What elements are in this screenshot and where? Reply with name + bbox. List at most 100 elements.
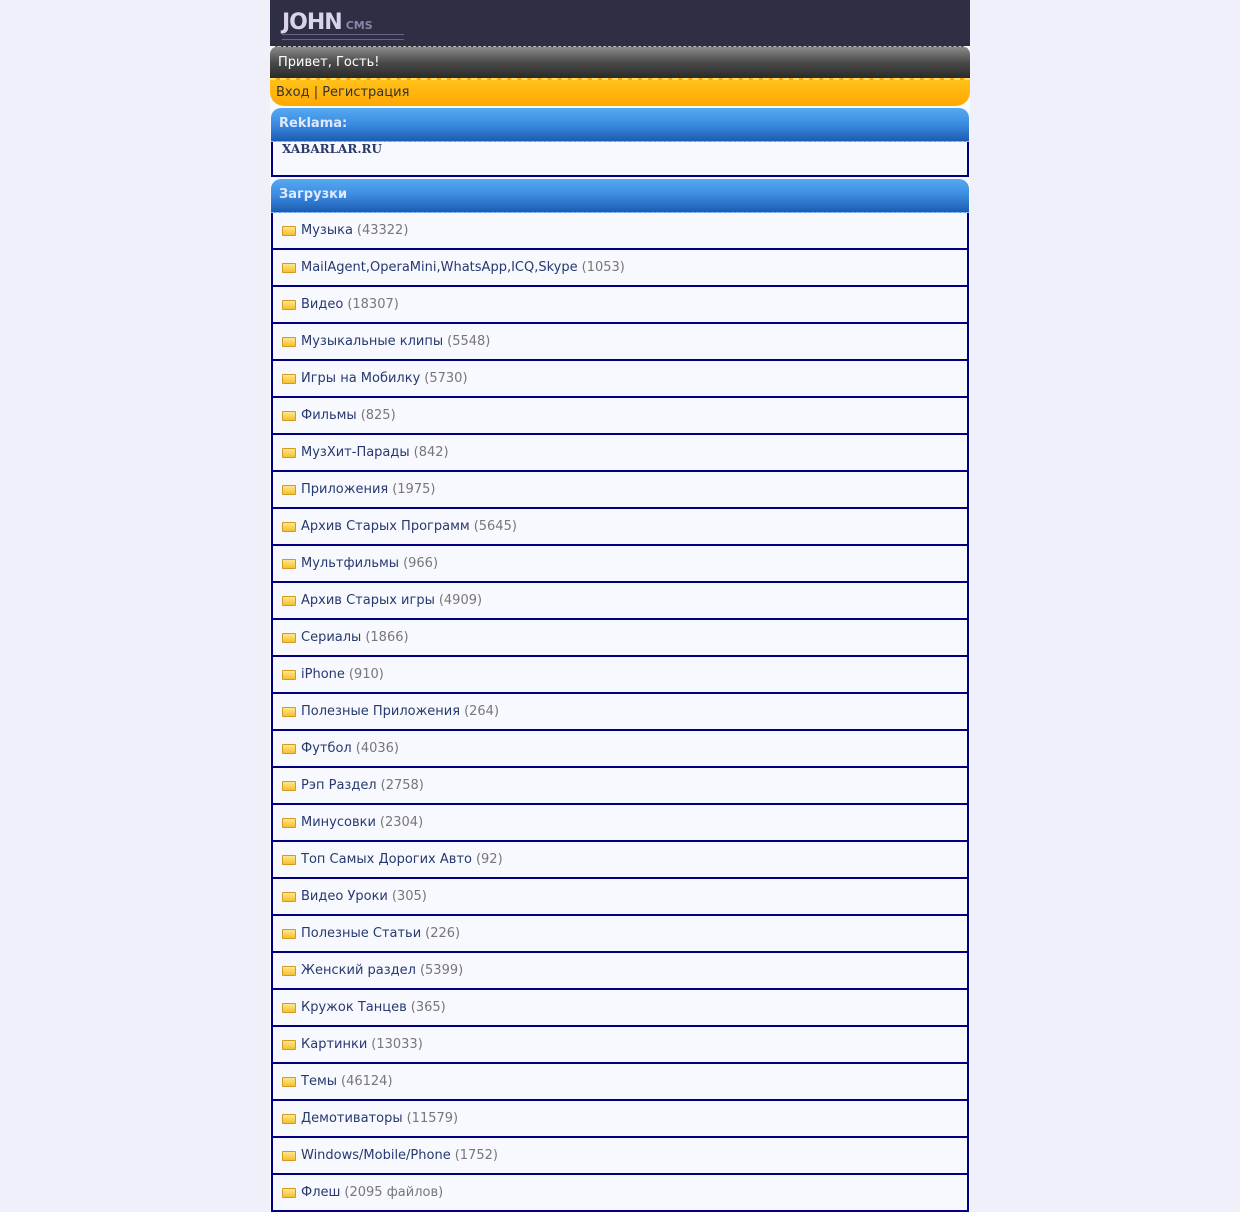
category-link[interactable]: Архив Старых игры: [301, 593, 435, 608]
category-link[interactable]: iPhone: [301, 667, 345, 682]
item-count: (92): [475, 852, 503, 867]
item-count: (264): [464, 704, 500, 719]
item-count: (966): [403, 556, 439, 571]
item-count: (5548): [447, 334, 491, 349]
category-link[interactable]: Фильмы: [301, 408, 357, 423]
page: JOHN CMS Привет, Гость! Вход | Регистраци…: [270, 0, 970, 1212]
category-link[interactable]: Windows/Mobile/Phone: [301, 1148, 451, 1163]
item-count: (910): [348, 667, 384, 682]
category-link[interactable]: Футбол: [301, 741, 352, 756]
list-item: Windows/Mobile/Phone (1752): [271, 1138, 969, 1175]
folder-icon: [282, 632, 296, 643]
category-link[interactable]: Картинки: [301, 1037, 368, 1052]
category-link[interactable]: Музыкальные клипы: [301, 334, 444, 349]
list-item: iPhone (910): [271, 657, 969, 694]
category-link[interactable]: МузХит-Парады: [301, 445, 410, 460]
category-link[interactable]: Рэп Раздел: [301, 778, 377, 793]
item-count: (305): [391, 889, 427, 904]
list-item: Минусовки (2304): [271, 805, 969, 842]
item-count: (1752): [454, 1148, 498, 1163]
folder-icon: [282, 373, 296, 384]
folder-icon: [282, 965, 296, 976]
category-link[interactable]: Полезные Приложения: [301, 704, 461, 719]
category-link[interactable]: Минусовки: [301, 815, 376, 830]
list-item: Женский раздел (5399): [271, 953, 969, 990]
item-count: (11579): [406, 1111, 459, 1126]
item-count: (365): [410, 1000, 446, 1015]
downloads-header: Загрузки: [271, 179, 969, 213]
item-count: (46124): [341, 1074, 393, 1089]
folder-icon: [282, 299, 296, 310]
item-count: (2758): [380, 778, 424, 793]
category-link[interactable]: Приложения: [301, 482, 389, 497]
category-link[interactable]: Женский раздел: [301, 963, 416, 978]
item-count: (5399): [419, 963, 464, 978]
category-link[interactable]: Темы: [301, 1074, 338, 1089]
item-count: (226): [425, 926, 461, 941]
list-item: Топ Самых Дорогих Авто (92): [271, 842, 969, 879]
list-item: MailAgent,OperaMini,WhatsApp,ICQ,Skype (1…: [271, 250, 969, 287]
list-item: Архив Старых Программ (5645): [271, 509, 969, 546]
list-item: МузХит-Парады (842): [271, 435, 969, 472]
list-item: Приложения (1975): [271, 472, 969, 509]
folder-icon: [282, 1002, 296, 1013]
list-item: Демотиваторы (11579): [271, 1101, 969, 1138]
ad-link[interactable]: XABARLAR.RU: [271, 142, 969, 177]
category-link[interactable]: MailAgent,OperaMini,WhatsApp,ICQ,Skype: [301, 260, 578, 275]
folder-icon: [282, 410, 296, 421]
list-item: Видео Уроки (305): [271, 879, 969, 916]
item-count: (825): [360, 408, 396, 423]
header: JOHN CMS: [270, 0, 970, 46]
category-link[interactable]: Мультфильмы: [301, 556, 400, 571]
category-link[interactable]: Сериалы: [301, 630, 362, 645]
list-item: Кружок Танцев (365): [271, 990, 969, 1027]
category-link[interactable]: Игры на Мобилку: [301, 371, 421, 386]
list-item: Музыка (43322): [271, 213, 969, 250]
folder-icon: [282, 854, 296, 865]
folder-icon: [282, 484, 296, 495]
downloads-list: Музыка (43322) MailAgent,OperaMini,WhatsAp…: [270, 213, 970, 1212]
item-count: (2095 файлов): [344, 1185, 444, 1200]
category-link[interactable]: Кружок Танцев: [301, 1000, 407, 1015]
category-link[interactable]: Видео Уроки: [301, 889, 388, 904]
item-count: (1975): [392, 482, 436, 497]
list-item: Полезные Приложения (264): [271, 694, 969, 731]
folder-icon: [282, 1039, 296, 1050]
category-link[interactable]: Демотиваторы: [301, 1111, 403, 1126]
item-count: (2304): [379, 815, 424, 830]
logo[interactable]: JOHN CMS: [282, 10, 404, 40]
item-count: (1866): [365, 630, 409, 645]
item-count: (43322): [356, 223, 409, 238]
item-count: (5645): [473, 519, 517, 534]
folder-icon: [282, 521, 296, 532]
auth-bar: Вход | Регистрация: [270, 78, 970, 106]
category-link[interactable]: Флеш: [301, 1185, 341, 1200]
category-link[interactable]: Топ Самых Дорогих Авто: [301, 852, 472, 867]
login-link[interactable]: Вход: [276, 85, 310, 100]
folder-icon: [282, 447, 296, 458]
list-item: Флеш (2095 файлов): [271, 1175, 969, 1212]
list-item: Темы (46124): [271, 1064, 969, 1101]
list-item: Фильмы (825): [271, 398, 969, 435]
folder-icon: [282, 928, 296, 939]
item-count: (13033): [371, 1037, 423, 1052]
item-count: (4909): [438, 593, 483, 608]
item-count: (1053): [581, 260, 625, 275]
category-link[interactable]: Архив Старых Программ: [301, 519, 470, 534]
list-item: Рэп Раздел (2758): [271, 768, 969, 805]
list-item: Картинки (13033): [271, 1027, 969, 1064]
list-item: Музыкальные клипы (5548): [271, 324, 969, 361]
item-count: (5730): [424, 371, 468, 386]
category-link[interactable]: Видео: [301, 297, 344, 312]
folder-icon: [282, 706, 296, 717]
register-link[interactable]: Регистрация: [322, 85, 410, 100]
category-link[interactable]: Музыка: [301, 223, 353, 238]
folder-icon: [282, 1150, 296, 1161]
list-item: Футбол (4036): [271, 731, 969, 768]
category-link[interactable]: Полезные Статьи: [301, 926, 422, 941]
folder-icon: [282, 262, 296, 273]
folder-icon: [282, 669, 296, 680]
item-count: (18307): [347, 297, 399, 312]
folder-icon: [282, 1187, 296, 1198]
list-item: Полезные Статьи (226): [271, 916, 969, 953]
